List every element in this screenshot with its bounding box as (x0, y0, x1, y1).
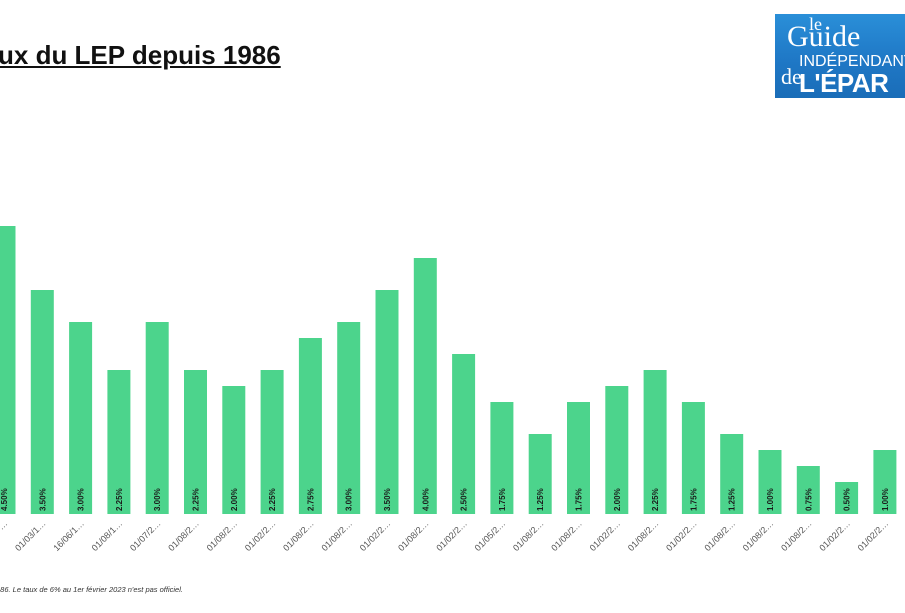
bar-12 (452, 354, 476, 514)
x-tick-label-3: 01/08/1… (90, 518, 125, 553)
footnote: 986. Le taux de 6% au 1er février 2023 n… (0, 585, 183, 594)
data-label-12: 2.50% (460, 488, 469, 511)
data-label-21: 0.75% (804, 488, 813, 511)
x-tick-label-15: 01/08/2… (549, 518, 584, 553)
bar-1 (30, 290, 54, 514)
bar-20 (758, 450, 782, 514)
data-label-17: 2.25% (651, 488, 660, 511)
data-label-9: 3.00% (345, 488, 354, 511)
x-tick-label-6: 01/08/2… (205, 518, 240, 553)
data-label-3: 2.25% (115, 488, 124, 511)
x-tick-label-4: 01/07/2… (128, 518, 163, 553)
data-label-2: 3.00% (77, 488, 86, 511)
data-label-5: 2.25% (192, 488, 201, 511)
bar-11 (413, 258, 437, 514)
logo-text-epargne: L'ÉPAR (799, 68, 889, 98)
data-label-14: 1.25% (536, 488, 545, 511)
x-tick-label-14: 01/08/2… (511, 518, 546, 553)
data-label-19: 1.25% (728, 488, 737, 511)
bar-16 (605, 386, 629, 514)
x-tick-label-22: 01/02/2… (817, 518, 852, 553)
x-tick-label-20: 01/08/2… (741, 518, 776, 553)
data-label-20: 1.00% (766, 488, 775, 511)
bar-0 (0, 226, 16, 514)
bar-17 (643, 370, 667, 514)
data-label-10: 3.50% (383, 488, 392, 511)
logo-text-de: de (781, 64, 802, 89)
logo-text-guide: Guide (787, 20, 861, 53)
bar-18 (681, 402, 705, 514)
x-tick-label-7: 01/02/2… (243, 518, 278, 553)
data-label-1: 3.50% (38, 488, 47, 511)
bar-21 (796, 466, 820, 514)
bar-2 (69, 322, 93, 514)
x-tick-label-21: 01/08/2… (779, 518, 814, 553)
x-tick-label-5: 01/08/2… (166, 518, 201, 553)
bar-13 (490, 402, 514, 514)
x-tick-label-0: … (0, 518, 9, 531)
bar-10 (375, 290, 399, 514)
bar-14 (528, 434, 552, 514)
x-tick-label-18: 01/02/2… (664, 518, 699, 553)
bar-8 (298, 338, 322, 514)
x-tick-label-12: 01/02/2… (434, 518, 469, 553)
x-tick-label-2: 16/06/1… (51, 518, 86, 553)
x-tick-label-1: 01/03/1… (13, 518, 48, 553)
x-tick-label-16: 01/02/2… (588, 518, 623, 553)
x-tick-label-10: 01/02/2… (358, 518, 393, 553)
data-label-16: 2.00% (613, 488, 622, 511)
data-label-15: 1.75% (575, 488, 584, 511)
bar-19 (720, 434, 744, 514)
x-tick-label-8: 01/08/2… (281, 518, 316, 553)
guide-logo: le Guide INDÉPENDANT de L'ÉPAR (775, 14, 905, 98)
bar-22 (835, 482, 859, 514)
bar-7 (260, 370, 284, 514)
logo-text-independant: INDÉPENDANT (799, 53, 905, 70)
data-label-13: 1.75% (498, 488, 507, 511)
data-label-4: 3.00% (153, 488, 162, 511)
data-label-0: 4.50% (0, 488, 9, 511)
x-tick-label-23: 01/02/2… (856, 518, 891, 553)
x-tick-label-11: 01/08/2… (396, 518, 431, 553)
x-tick-label-19: 01/08/2… (702, 518, 737, 553)
data-label-23: 1.00% (881, 488, 890, 511)
logo-text-le: le (809, 14, 822, 34)
data-label-22: 0.50% (843, 488, 852, 511)
bar-15 (567, 402, 590, 514)
bar-4 (145, 322, 169, 514)
bar-3 (107, 370, 131, 514)
bar-6 (222, 386, 246, 514)
data-label-18: 1.75% (689, 488, 698, 511)
data-label-8: 2.75% (306, 488, 315, 511)
chart-title: ux du LEP depuis 1986 (0, 40, 281, 70)
data-label-7: 2.25% (268, 488, 277, 511)
bar-5 (184, 370, 207, 514)
x-tick-label-17: 01/08/2… (626, 518, 661, 553)
data-label-6: 2.00% (230, 488, 239, 511)
x-tick-label-9: 01/08/2… (319, 518, 354, 553)
bar-23 (873, 450, 897, 514)
x-tick-label-13: 01/05/2… (473, 518, 508, 553)
data-label-11: 4.00% (421, 488, 430, 511)
bar-9 (337, 322, 361, 514)
